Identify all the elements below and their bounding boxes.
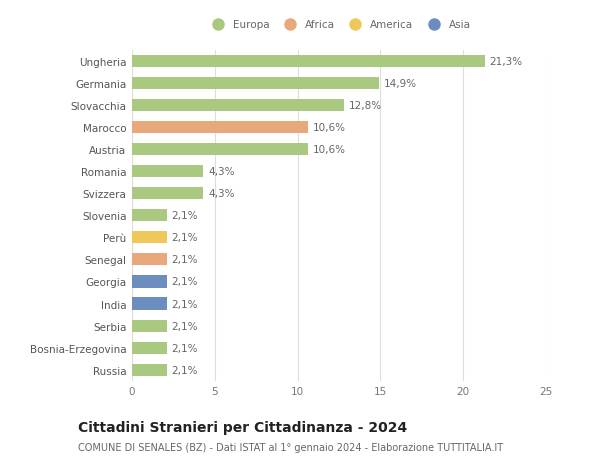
Bar xyxy=(132,144,308,156)
Bar xyxy=(132,232,167,244)
Bar xyxy=(132,188,203,200)
Text: 2,1%: 2,1% xyxy=(172,255,198,265)
Text: COMUNE DI SENALES (BZ) - Dati ISTAT al 1° gennaio 2024 - Elaborazione TUTTITALIA: COMUNE DI SENALES (BZ) - Dati ISTAT al 1… xyxy=(78,442,503,452)
Bar xyxy=(132,210,167,222)
Bar xyxy=(132,78,379,90)
Text: Cittadini Stranieri per Cittadinanza - 2024: Cittadini Stranieri per Cittadinanza - 2… xyxy=(78,420,407,434)
Bar xyxy=(132,364,167,376)
Bar xyxy=(132,254,167,266)
Bar xyxy=(132,122,308,134)
Bar xyxy=(132,276,167,288)
Bar xyxy=(132,56,485,67)
Text: 2,1%: 2,1% xyxy=(172,365,198,375)
Text: 2,1%: 2,1% xyxy=(172,321,198,331)
Text: 10,6%: 10,6% xyxy=(313,123,346,133)
Text: 12,8%: 12,8% xyxy=(349,101,382,111)
Text: 4,3%: 4,3% xyxy=(208,189,235,199)
Text: 2,1%: 2,1% xyxy=(172,343,198,353)
Bar xyxy=(132,166,203,178)
Bar xyxy=(132,342,167,354)
Legend: Europa, Africa, America, Asia: Europa, Africa, America, Asia xyxy=(203,16,475,34)
Text: 21,3%: 21,3% xyxy=(490,56,523,67)
Text: 4,3%: 4,3% xyxy=(208,167,235,177)
Text: 2,1%: 2,1% xyxy=(172,211,198,221)
Text: 10,6%: 10,6% xyxy=(313,145,346,155)
Text: 14,9%: 14,9% xyxy=(384,78,417,89)
Bar xyxy=(132,100,344,112)
Text: 2,1%: 2,1% xyxy=(172,277,198,287)
Text: 2,1%: 2,1% xyxy=(172,299,198,309)
Bar xyxy=(132,298,167,310)
Bar xyxy=(132,320,167,332)
Text: 2,1%: 2,1% xyxy=(172,233,198,243)
